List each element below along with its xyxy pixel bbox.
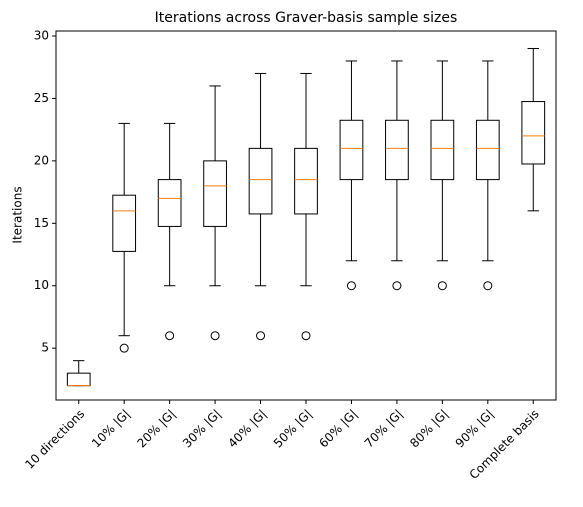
box xyxy=(66,372,91,387)
flier xyxy=(437,281,447,291)
y-tick-label: 20 xyxy=(34,153,49,167)
flier xyxy=(210,331,220,341)
box xyxy=(112,194,137,252)
x-tick-label: 90% |G| xyxy=(453,407,497,451)
flier xyxy=(119,343,129,353)
x-tick-label: 20% |G| xyxy=(134,407,178,451)
x-tick-label: 30% |G| xyxy=(180,407,224,451)
box xyxy=(294,147,318,215)
box xyxy=(203,160,227,227)
y-tick-label: 30 xyxy=(34,28,49,42)
flier xyxy=(301,331,311,341)
box xyxy=(339,119,364,181)
y-axis-label: Iterations xyxy=(11,186,25,243)
x-tick-label: 50% |G| xyxy=(271,407,315,451)
y-tick-label: 5 xyxy=(41,341,49,355)
box xyxy=(430,119,455,181)
box xyxy=(521,101,546,165)
x-tick-label: 10 directions xyxy=(22,407,87,472)
y-tick-label: 25 xyxy=(34,91,49,105)
box xyxy=(475,119,500,181)
y-tick-label: 15 xyxy=(34,216,49,230)
box xyxy=(385,119,409,181)
chart-title: Iterations across Graver-basis sample si… xyxy=(155,10,458,26)
x-tick-label: 70% |G| xyxy=(362,407,406,451)
flier xyxy=(165,331,175,341)
flier xyxy=(256,331,266,341)
flier xyxy=(346,281,356,291)
box xyxy=(157,179,182,227)
x-tick-label: 10% |G| xyxy=(89,407,133,451)
flier xyxy=(392,281,402,291)
x-tick-label: 40% |G| xyxy=(225,407,269,451)
y-tick-label: 10 xyxy=(34,278,49,292)
x-tick-label: 80% |G| xyxy=(407,407,451,451)
x-tick-label: 60% |G| xyxy=(316,407,360,451)
box xyxy=(248,147,273,215)
flier xyxy=(483,281,493,291)
